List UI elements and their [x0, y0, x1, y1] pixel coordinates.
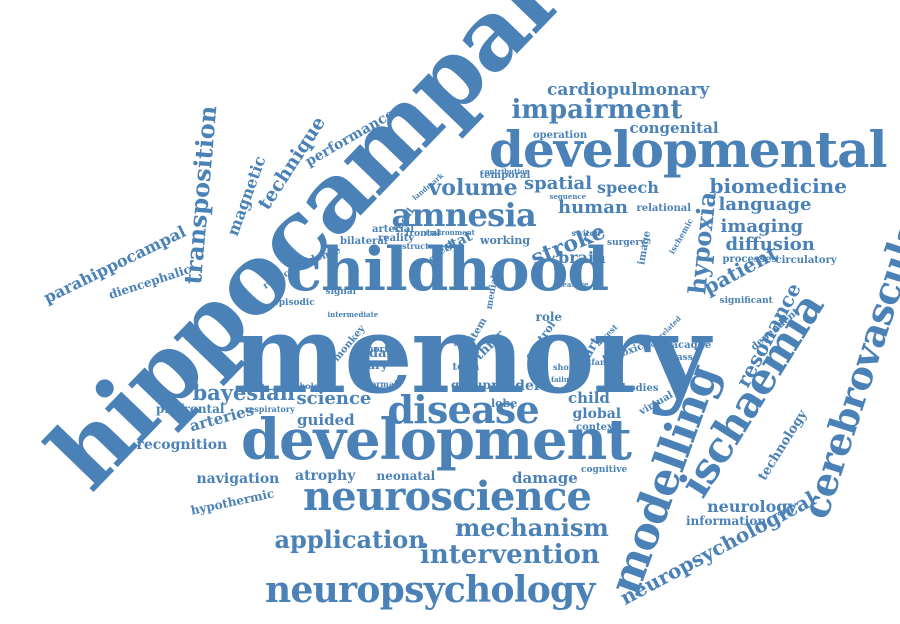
word-atrophy: atrophy	[295, 468, 356, 484]
word-recognition: recognition	[136, 437, 228, 453]
word-navigation: navigation	[196, 471, 280, 487]
word-failure: failure	[551, 374, 578, 384]
word-biomedicine: biomedicine	[709, 174, 847, 198]
word-relational: relational	[636, 203, 692, 214]
word-amnesia: amnesia	[391, 196, 537, 234]
word-application: application	[274, 525, 426, 554]
word-intermediate: intermediate	[327, 309, 379, 319]
word-surgery: surgery	[607, 237, 646, 248]
word-measure: measure	[555, 279, 589, 289]
word-context: context	[576, 422, 618, 433]
word-lobe: lobe	[491, 396, 518, 410]
word-short: short	[553, 362, 577, 372]
word-hypothermic: hypothermic	[188, 486, 275, 518]
word-cardiopulmonary: cardiopulmonary	[547, 79, 710, 100]
word-damage: damage	[512, 468, 578, 487]
word-childhood: childhood	[285, 235, 610, 305]
word-bilateral: bilateral	[340, 236, 388, 247]
word-human: human	[558, 197, 628, 218]
word-significant: significant	[719, 295, 773, 306]
word-data: data	[369, 345, 401, 361]
word-congenital: congenital	[629, 118, 719, 137]
word-model: model	[491, 378, 540, 394]
word-contribution: contribution	[480, 166, 530, 176]
word-sequence: sequence	[549, 191, 587, 201]
word-test: test	[453, 338, 471, 348]
word-disease: disease	[387, 387, 540, 432]
word-development: development	[241, 407, 632, 473]
word-neurology: neurology	[707, 497, 797, 516]
word-prefrontal: prefrontal	[156, 402, 225, 416]
word-episodic: episodic	[273, 297, 315, 308]
word-child: child	[568, 388, 610, 407]
word-working: working	[480, 233, 531, 247]
word-spatial: spatial	[524, 173, 593, 194]
word-bodies: bodies	[622, 383, 659, 394]
word-bypass: bypass	[659, 352, 693, 363]
word-global: global	[572, 406, 622, 422]
word-mechanism: mechanism	[455, 513, 609, 542]
word-normal: normal	[365, 379, 398, 389]
word-injury: injury	[351, 358, 388, 372]
word-pathology: pathology	[285, 381, 330, 391]
word-cognitive: cognitive	[581, 464, 628, 475]
word-processes: processes	[722, 254, 778, 265]
word-temporal: temporal	[479, 170, 531, 181]
word-neuropsychology: neuropsychology	[265, 569, 595, 611]
word-guided: guided	[297, 410, 355, 429]
word-bayesian: bayesian	[192, 379, 296, 405]
word-respiratory: respiratory	[245, 404, 295, 414]
word-volume: volume	[428, 175, 518, 201]
word-image: image	[636, 230, 654, 266]
word-frontal: frontal	[405, 228, 441, 239]
word-macaque: macaque	[661, 340, 712, 351]
word-task: task	[550, 384, 572, 395]
word-memory: memory	[232, 292, 710, 418]
word-infant: infant	[582, 357, 610, 367]
word-circulatory: circulatory	[775, 255, 837, 266]
word-information: information	[686, 514, 767, 528]
word-intervention: intervention	[420, 540, 600, 570]
word-switch: switch	[571, 228, 601, 238]
word-arterial: arterial	[372, 224, 415, 235]
word-neonatal: neonatal	[376, 469, 436, 483]
word-cohort: cohort	[355, 344, 389, 355]
word-role: role	[535, 310, 563, 324]
word-neuroscience: neuroscience	[303, 473, 592, 520]
word-brain: brain	[558, 248, 606, 267]
word-speech: speech	[597, 178, 659, 197]
word-science: science	[296, 388, 372, 409]
word-diffusion: diffusion	[725, 234, 815, 255]
word-signal: signal	[325, 286, 357, 297]
word-developmental: developmental	[489, 120, 887, 179]
word-environment: environment	[425, 227, 475, 237]
word-impairment: impairment	[511, 95, 683, 125]
word-structure: structure	[402, 241, 444, 251]
word-imaging: imaging	[720, 216, 804, 237]
word-group: group	[451, 378, 491, 392]
word-term: term	[452, 362, 480, 373]
word-language: language	[718, 194, 812, 215]
word-reality: reality	[378, 233, 415, 244]
word-operation: operation	[533, 130, 588, 141]
